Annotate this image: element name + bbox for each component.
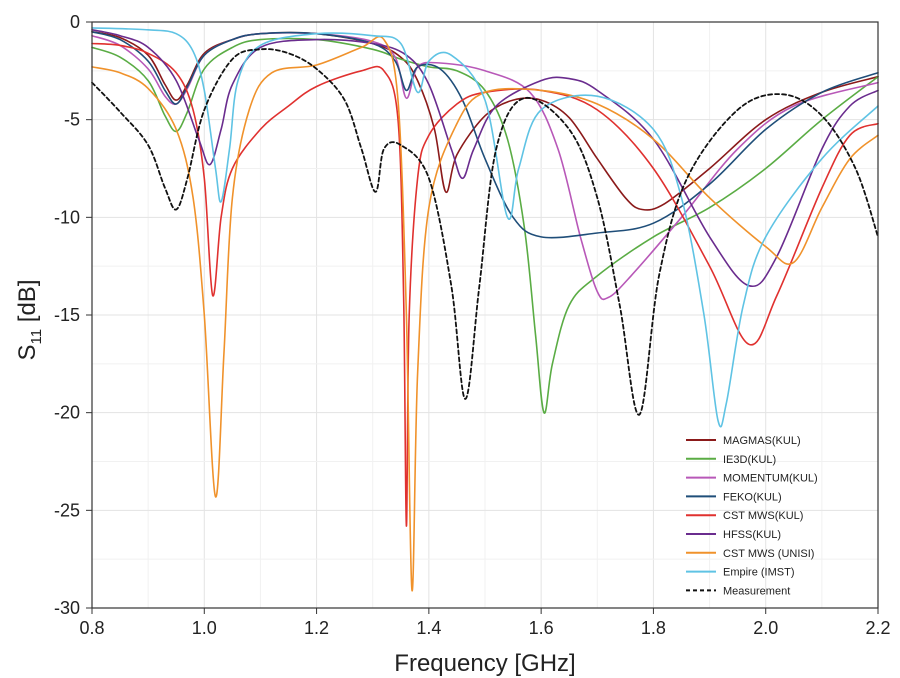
x-axis-ticks: 0.8 1.0 1.2 1.4 1.6 1.8 2.0 2.2	[79, 608, 891, 638]
x-tick-label: 2.0	[753, 618, 778, 638]
y-tick-label: -30	[54, 598, 80, 618]
x-tick-label: 2.2	[865, 618, 890, 638]
series-line-hfss-kul	[91, 29, 879, 288]
x-tick-label: 1.0	[192, 618, 217, 638]
x-tick-label: 1.8	[641, 618, 666, 638]
legend-label-magmas-kul: MAGMAS(KUL)	[723, 435, 801, 447]
x-tick-label: 1.4	[416, 618, 441, 638]
y-axis-ticks: 0 -5 -10 -15 -20 -25 -30	[54, 12, 92, 618]
series-layer	[91, 27, 879, 592]
series-line-cst-mws-unisi	[91, 35, 879, 592]
series-line-cst-mws-kul	[91, 42, 879, 527]
y-tick-label: 0	[70, 12, 80, 32]
legend-label-cst-mws-unisi: CST MWS (UNISI)	[723, 548, 814, 560]
series-line-feko-kul	[91, 31, 879, 239]
y-tick-label: -15	[54, 305, 80, 325]
x-tick-label: 1.2	[304, 618, 329, 638]
legend-label-ie3d-kul: IE3D(KUL)	[723, 454, 776, 466]
y-tick-label: -10	[54, 207, 80, 227]
series-line-measurement	[91, 48, 879, 416]
series-line-ie3d-kul	[91, 37, 879, 414]
y-axis-title-unit: [dB]	[14, 280, 41, 329]
legend-label-momentum-kul: MOMENTUM(KUL)	[723, 473, 818, 485]
y-axis-title-main: S	[14, 344, 41, 360]
y-tick-label: -5	[64, 110, 80, 130]
x-tick-label: 1.6	[529, 618, 554, 638]
legend-label-measurement: Measurement	[723, 585, 790, 597]
legend-label-cst-mws-kul: CST MWS(KUL)	[723, 510, 803, 522]
series-line-empire-imst	[91, 27, 879, 428]
x-tick-label: 0.8	[79, 618, 104, 638]
y-tick-label: -20	[54, 403, 80, 423]
legend: MAGMAS(KUL) IE3D(KUL) MOMENTUM(KUL) FEKO(KU…	[686, 435, 818, 597]
legend-label-empire-imst: Empire (IMST)	[723, 567, 795, 579]
legend-label-feko-kul: FEKO(KUL)	[723, 491, 782, 503]
y-axis-title-sub: 11	[28, 329, 45, 345]
y-axis-title: S11 [dB]	[14, 280, 45, 361]
y-tick-label: -25	[54, 500, 80, 520]
legend-label-hfss-kul: HFSS(KUL)	[723, 529, 781, 541]
x-axis-title: Frequency [GHz]	[394, 650, 575, 677]
